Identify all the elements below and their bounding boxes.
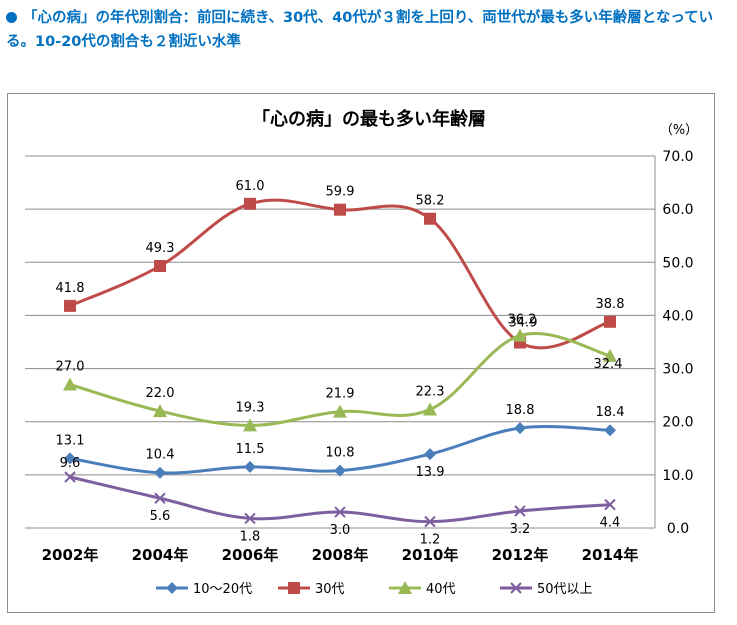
data-label: 38.8 (596, 297, 625, 312)
headline-text: 「心の病」の年代別割合：前回に続き、30代、40代が３割を上回り、両世代が最も多… (6, 10, 714, 50)
y-tick-label: 10.0 (662, 468, 693, 484)
data-label: 49.3 (146, 241, 175, 256)
gridlines (25, 155, 655, 529)
legend-item-1: 10～20代 (156, 582, 252, 597)
x-tick-label: 2010年 (402, 546, 459, 564)
data-label: 61.0 (236, 179, 265, 194)
legend-label: 50代以上 (537, 582, 593, 597)
data-point (604, 424, 616, 437)
y-tick-label: 70.0 (662, 149, 693, 165)
data-point (154, 466, 166, 479)
data-point (424, 515, 436, 528)
bullet-icon (6, 12, 17, 23)
data-label: 41.8 (56, 281, 85, 296)
y-tick-label: 40.0 (662, 308, 693, 324)
data-label: 34.9 (509, 316, 538, 331)
data-label: 4.4 (600, 516, 621, 531)
data-point (513, 328, 527, 342)
legend-marker (398, 581, 412, 594)
data-label: 11.5 (236, 442, 265, 457)
y-tick-label: 30.0 (662, 362, 693, 378)
x-tick-label: 2002年 (42, 546, 99, 564)
data-label: 58.2 (416, 194, 445, 209)
data-point (423, 402, 437, 416)
data-label: 27.0 (56, 360, 85, 375)
data-point (244, 197, 256, 210)
data-point (64, 299, 76, 312)
legend-item-3: 40代 (389, 581, 456, 597)
data-point (63, 377, 77, 391)
data-label: 18.4 (596, 405, 625, 420)
data-label: 32.4 (594, 357, 623, 372)
line-chart: 「心の病」の最も多い年齢層 （%） 70.0 60.0 50.0 40.0 30.0 20… (25, 108, 698, 597)
x-tick-label: 2014年 (582, 546, 639, 564)
y-tick-label: 60.0 (662, 202, 693, 218)
data-point (514, 422, 526, 435)
legend-label: 10～20代 (193, 582, 252, 597)
axes: 70.0 60.0 50.0 40.0 30.0 20.0 10.0 0.0 2002年 2004… (25, 149, 694, 564)
data-label: 10.4 (146, 448, 175, 463)
series-1 (64, 422, 616, 479)
data-label: 5.6 (150, 509, 171, 524)
data-label: 9.6 (60, 456, 81, 471)
data-point (424, 448, 436, 461)
data-point (244, 512, 256, 525)
headline: 「心の病」の年代別割合：前回に続き、30代、40代が３割を上回り、両世代が最も多… (6, 6, 731, 54)
y-tick-label: 0.0 (667, 521, 689, 537)
data-label: 1.2 (420, 533, 441, 548)
legend-item-2: 30代 (278, 582, 345, 597)
data-label: 59.9 (326, 185, 355, 200)
data-point (603, 348, 617, 362)
x-tick-label: 2012年 (492, 546, 549, 564)
legend-marker (288, 582, 300, 594)
data-point (604, 498, 616, 511)
data-point (154, 260, 166, 273)
data-label: 13.9 (416, 465, 445, 480)
chart-title: 「心の病」の最も多い年齢層 (252, 108, 486, 130)
data-label: 18.8 (506, 403, 535, 418)
y-tick-label: 50.0 (662, 255, 693, 271)
data-point (604, 315, 616, 328)
legend-item-4: 50代以上 (500, 582, 593, 597)
y-tick-label: 20.0 (662, 415, 693, 431)
data-labels: 13.1 10.4 11.5 10.8 13.9 18.8 18.4 41.8 49.3 61.0… (56, 179, 625, 548)
legend: 10～20代 30代 40代 50代以上 (156, 581, 593, 597)
data-label: 3.2 (510, 522, 531, 537)
data-label: 13.1 (56, 433, 85, 448)
data-point (64, 471, 76, 483)
data-point (334, 203, 346, 216)
data-point (514, 505, 526, 517)
data-point (64, 452, 76, 465)
legend-label: 30代 (315, 582, 345, 597)
y-unit-label: （%） (660, 123, 698, 138)
data-point (424, 212, 436, 225)
data-point (333, 404, 347, 418)
data-label: 21.9 (326, 387, 355, 402)
data-label: 19.3 (236, 400, 265, 415)
data-point (153, 404, 167, 418)
series-4 (64, 471, 616, 528)
legend-marker (510, 582, 522, 594)
x-tick-label: 2006年 (222, 546, 279, 564)
data-label: 22.0 (146, 386, 175, 401)
series-3 (63, 328, 617, 432)
x-tick-label: 2008年 (312, 546, 369, 564)
data-point (154, 492, 166, 504)
legend-marker (166, 582, 178, 594)
series (63, 197, 617, 528)
data-point (334, 506, 346, 518)
series-2 (64, 197, 616, 350)
data-point (244, 460, 256, 473)
x-tick-label: 2004年 (132, 546, 189, 564)
data-label: 10.8 (326, 446, 355, 461)
chart-frame: 「心の病」の最も多い年齢層 （%） 70.0 60.0 50.0 40.0 30.0 20… (7, 93, 715, 613)
data-point (243, 418, 257, 432)
data-label: 3.0 (330, 523, 351, 538)
data-label: 22.3 (416, 384, 445, 399)
data-label: 36.2 (508, 313, 537, 328)
data-label: 1.8 (240, 529, 261, 544)
data-point (334, 464, 346, 477)
legend-label: 40代 (426, 582, 456, 597)
